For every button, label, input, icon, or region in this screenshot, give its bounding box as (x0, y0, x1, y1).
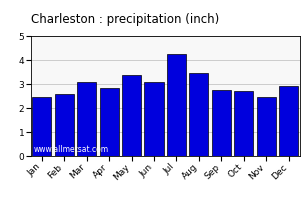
Bar (144, 82, 163, 156)
Bar (167, 54, 186, 156)
Bar (100, 88, 119, 156)
Bar (257, 97, 276, 156)
Bar (32, 97, 51, 156)
Bar (234, 91, 253, 156)
Text: Charleston : precipitation (inch): Charleston : precipitation (inch) (31, 13, 219, 26)
Bar (212, 90, 231, 156)
Bar (77, 82, 96, 156)
Bar (122, 75, 141, 156)
Bar (279, 86, 298, 156)
Bar (189, 73, 208, 156)
Text: www.allmetsat.com: www.allmetsat.com (33, 145, 108, 154)
Bar (55, 94, 74, 156)
